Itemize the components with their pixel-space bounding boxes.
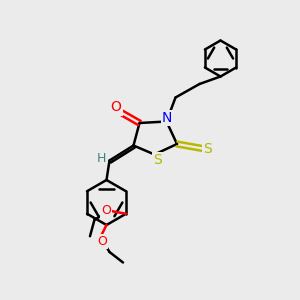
Text: S: S: [153, 153, 162, 167]
Text: O: O: [97, 235, 107, 248]
Text: O: O: [111, 100, 122, 114]
Text: H: H: [96, 152, 106, 165]
Text: O: O: [101, 204, 111, 217]
Text: N: N: [162, 111, 172, 125]
Text: S: S: [203, 142, 212, 156]
